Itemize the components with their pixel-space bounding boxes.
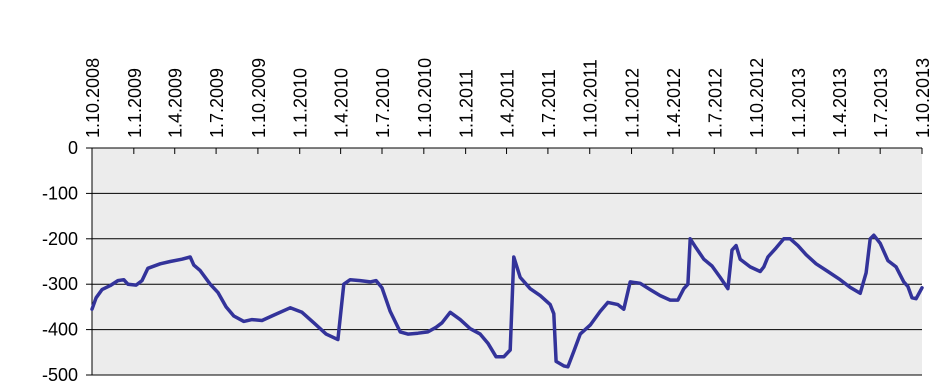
x-tick-label: 1.4.2012: [664, 68, 684, 138]
x-tick-label: 1.1.2010: [291, 68, 311, 138]
x-tick-label: 1.1.2012: [623, 68, 643, 138]
x-tick-label: 1.1.2011: [457, 69, 477, 138]
x-tick-label: 1.10.2011: [581, 59, 601, 138]
x-tick-label: 1.1.2013: [789, 68, 809, 138]
plot-area: [92, 148, 922, 375]
x-tick-label: 1.4.2009: [166, 68, 186, 138]
y-tick-label: 0: [68, 138, 78, 158]
y-tick-label: -500: [42, 365, 78, 385]
y-tick-label: -400: [42, 320, 78, 340]
x-tick-label: 1.4.2011: [498, 69, 518, 138]
data-line: [90, 233, 924, 369]
y-tick-label: -200: [42, 229, 78, 249]
x-tick-label: 1.7.2011: [539, 69, 559, 138]
x-tick-label: 1.7.2012: [705, 68, 725, 138]
x-tick-label: 1.7.2010: [373, 68, 393, 138]
x-tick-label: 1.10.2012: [747, 58, 767, 138]
x-tick-label: 1.10.2010: [415, 58, 435, 138]
x-tick-label: 1.7.2013: [871, 68, 891, 138]
x-tick-label: 1.10.2013: [913, 58, 933, 138]
x-tick-label: 1.7.2009: [207, 68, 227, 138]
x-tick-label: 1.1.2009: [125, 68, 145, 138]
x-tick-label: 1.10.2008: [83, 58, 103, 138]
y-tick-label: -300: [42, 274, 78, 294]
x-tick-label: 1.4.2010: [332, 68, 352, 138]
x-tick-label: 1.10.2009: [249, 58, 269, 138]
y-tick-label: -100: [42, 183, 78, 203]
x-tick-label: 1.4.2013: [830, 68, 850, 138]
